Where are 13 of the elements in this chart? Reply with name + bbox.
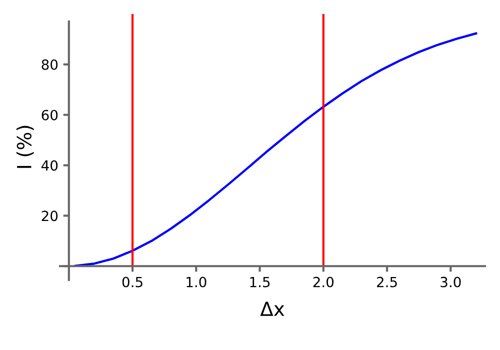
y-tick-label: 60 xyxy=(42,110,58,120)
x-tick-label: 1.0 xyxy=(186,276,206,288)
line-series xyxy=(74,32,478,267)
x-tick-label: 2.0 xyxy=(313,276,334,288)
x-tick-label: 3.0 xyxy=(440,276,461,288)
y-tick-label: 40 xyxy=(41,160,58,171)
y-axis-title: I (%) xyxy=(16,126,34,168)
x-axis-title: Δx xyxy=(260,302,284,316)
x-tick-label: 0.5 xyxy=(122,276,142,288)
y-tick-label: 20 xyxy=(42,210,58,222)
y-tick-label: 80 xyxy=(42,59,58,70)
x-tick-label: 2.5 xyxy=(376,276,397,288)
x-tick-label: 1.5 xyxy=(250,276,270,288)
